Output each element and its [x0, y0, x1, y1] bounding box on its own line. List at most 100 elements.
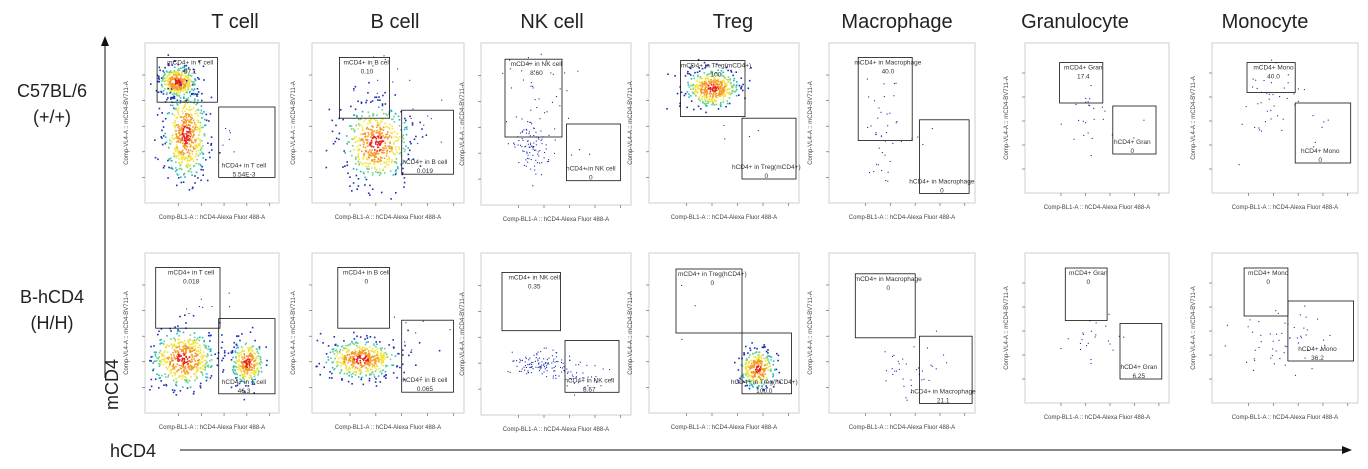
event-dot — [201, 92, 203, 95]
event-dot — [193, 81, 195, 83]
event-dot — [199, 121, 202, 124]
event-dot — [361, 349, 364, 351]
hcd4-gate — [564, 340, 620, 393]
event-dot — [753, 364, 756, 367]
event-dot — [365, 178, 368, 181]
event-dot — [182, 154, 184, 156]
mcd4-gate — [1243, 267, 1289, 317]
event-dot — [539, 162, 541, 164]
event-dot — [176, 147, 178, 150]
gate-value: 46.3 — [238, 388, 251, 395]
event-dot — [179, 88, 181, 90]
event-dot — [374, 149, 376, 151]
event-dot — [182, 124, 184, 127]
event-dot — [185, 81, 188, 83]
event-dot — [254, 339, 256, 342]
event-dot — [764, 373, 766, 375]
event-dot — [355, 350, 357, 353]
event-dot — [558, 375, 560, 377]
event-dot — [719, 93, 721, 95]
event-dot — [178, 355, 181, 358]
event-dot — [728, 88, 731, 90]
event-dot — [175, 381, 178, 383]
event-dot — [359, 124, 362, 126]
event-dot — [373, 358, 375, 361]
event-dot — [183, 134, 185, 137]
event-dot — [337, 357, 340, 360]
event-dot — [507, 143, 509, 145]
event-dot — [165, 346, 167, 349]
event-dot — [182, 90, 185, 92]
event-dot — [727, 81, 730, 83]
event-dot — [707, 84, 710, 87]
event-dot — [182, 112, 184, 114]
event-dot — [364, 146, 367, 149]
event-dot — [763, 371, 765, 373]
event-dot — [336, 362, 338, 364]
event-dot — [250, 371, 253, 374]
event-dot — [170, 357, 173, 360]
event-dot — [712, 84, 715, 86]
event-dot — [752, 376, 755, 378]
event-dot — [203, 133, 206, 135]
event-dot — [379, 341, 381, 343]
event-dot — [759, 373, 761, 376]
event-dot — [379, 126, 381, 129]
event-dot — [355, 366, 357, 368]
event-dot — [373, 158, 376, 161]
event-dot — [700, 108, 702, 110]
event-dot — [441, 99, 443, 101]
event-dot — [379, 122, 381, 125]
event-dots — [1060, 313, 1125, 364]
panel-y-axis-label: Comp-VL4-A :: mCD4-BV711-A — [460, 292, 466, 376]
event-dot — [192, 131, 194, 134]
event-dot — [722, 71, 724, 74]
event-dot — [160, 84, 163, 86]
event-dot — [866, 78, 868, 80]
event-dot — [372, 131, 374, 133]
event-dot — [180, 67, 182, 70]
event-dot — [366, 167, 368, 170]
event-dot — [719, 95, 721, 97]
event-dot — [362, 383, 365, 386]
event-dot — [595, 381, 597, 383]
event-dot — [171, 389, 174, 391]
event-dot — [376, 92, 378, 94]
event-dot — [251, 380, 254, 382]
event-dot — [757, 385, 760, 388]
event-dot — [190, 108, 193, 111]
event-dot — [185, 377, 187, 379]
event-dot — [197, 114, 199, 117]
event-dot — [343, 340, 345, 342]
event-dot — [179, 367, 182, 369]
event-dot — [370, 139, 373, 142]
event-dot — [1111, 134, 1113, 136]
event-dot — [701, 82, 704, 85]
event-dot — [368, 168, 370, 170]
event-dot — [763, 357, 765, 359]
event-dot — [359, 170, 362, 173]
event-dot — [393, 115, 395, 118]
event-dot — [727, 76, 730, 78]
event-dot — [351, 341, 353, 343]
event-dot — [193, 134, 195, 137]
event-dot — [704, 90, 706, 92]
event-dot — [367, 192, 370, 194]
panel-frame — [144, 252, 280, 414]
event-dot — [245, 342, 248, 344]
event-dot — [552, 377, 554, 379]
event-dot — [698, 88, 701, 90]
event-dot — [170, 90, 172, 93]
event-dot — [689, 66, 691, 69]
event-dot — [749, 354, 751, 356]
event-dot — [343, 347, 345, 349]
event-dot — [177, 79, 180, 82]
event-dot — [378, 132, 381, 134]
event-dot — [257, 374, 259, 376]
event-dot — [178, 137, 181, 139]
event-dot — [757, 365, 760, 367]
event-dot — [407, 329, 409, 332]
event-dot — [381, 120, 383, 123]
event-dot — [202, 174, 204, 176]
